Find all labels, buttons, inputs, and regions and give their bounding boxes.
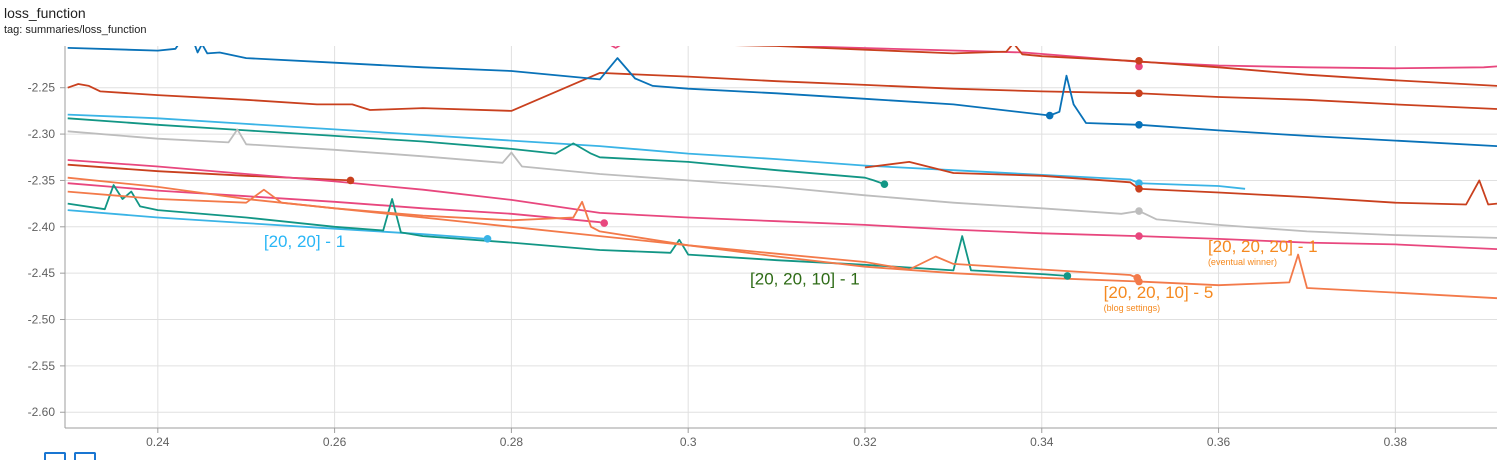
annotation-label-2: [20, 20, 10] - 5	[1104, 283, 1214, 302]
series-marker-12	[1063, 272, 1072, 280]
series-marker-extra-3	[1045, 111, 1054, 120]
series-marker-7	[346, 176, 355, 185]
y-tick-label: -2.45	[28, 266, 56, 280]
series-line-2	[67, 72, 1497, 112]
series-line-13	[67, 188, 1138, 279]
series-line-5	[67, 117, 885, 186]
x-tick-label: 0.34	[1030, 435, 1054, 449]
series-marker-2	[1135, 89, 1143, 98]
series-line-10	[67, 182, 605, 224]
x-tick-label: 0.28	[500, 435, 524, 449]
x-tick-label: 0.32	[853, 435, 877, 449]
y-tick-label: -2.30	[28, 127, 56, 141]
series-marker-1	[1135, 57, 1143, 65]
x-tick-label: 0.3	[680, 435, 697, 449]
series-marker-6	[1135, 207, 1143, 215]
download-icon[interactable]	[74, 452, 96, 460]
annotation-sublabel-3: (eventual winner)	[1208, 257, 1277, 267]
chart-annotations-group: [20, 20] - 1 [20, 20, 10] - 1 [20, 20, 10]…	[264, 232, 1318, 313]
chart-card-tag: tag: summaries/loss_function	[4, 24, 147, 36]
x-tick-label: 0.38	[1384, 435, 1408, 449]
y-tick-label: -2.50	[28, 313, 56, 327]
y-tick-label: -2.40	[28, 220, 56, 234]
series-marker-9	[1135, 232, 1143, 240]
series-line-12	[67, 184, 1068, 277]
x-tick-label: 0.36	[1207, 435, 1231, 449]
annotation-sublabel-2: (blog settings)	[1104, 303, 1161, 313]
chart-series-group	[67, 46, 1497, 300]
annotation-label-1: [20, 20, 10] - 1	[750, 269, 860, 288]
series-line-3	[67, 46, 1497, 147]
x-tick-label: 0.24	[146, 435, 170, 449]
y-tick-label: -2.55	[28, 359, 56, 373]
x-tick-label: 0.26	[323, 435, 347, 449]
series-marker-11	[483, 235, 492, 243]
series-marker-5	[880, 180, 889, 188]
y-tick-label: -2.25	[28, 81, 56, 95]
series-line-4	[67, 113, 1246, 190]
series-marker-8	[1135, 184, 1143, 193]
series-marker-0	[1135, 62, 1143, 71]
annotation-label-3: [20, 20, 20] - 1	[1208, 237, 1318, 256]
series-marker-4	[1135, 179, 1143, 188]
chart-card-title: loss_function	[4, 5, 86, 21]
series-marker-14	[1135, 277, 1143, 286]
series-line-7	[67, 163, 351, 182]
series-line-11	[67, 209, 488, 240]
series-line-9	[67, 159, 1497, 250]
series-marker-10	[600, 219, 609, 227]
series-marker-3	[1135, 121, 1143, 129]
y-tick-label: -2.35	[28, 173, 56, 187]
fit-domain-icon[interactable]	[44, 452, 66, 460]
y-tick-label: -2.60	[28, 405, 56, 419]
chart-axes: 0.24 0.26 0.28 0.3 0.32 0.34 0.36 0.38 -2.25 -2.3…	[28, 46, 1497, 449]
series-line-0	[610, 46, 1497, 70]
series-line-1	[734, 46, 1497, 87]
series-line-8	[864, 161, 1497, 206]
annotation-label-0: [20, 20] - 1	[264, 232, 345, 251]
series-line-14	[67, 176, 1497, 300]
chart-markers-group	[346, 57, 1143, 286]
series-line-6	[67, 128, 1497, 239]
